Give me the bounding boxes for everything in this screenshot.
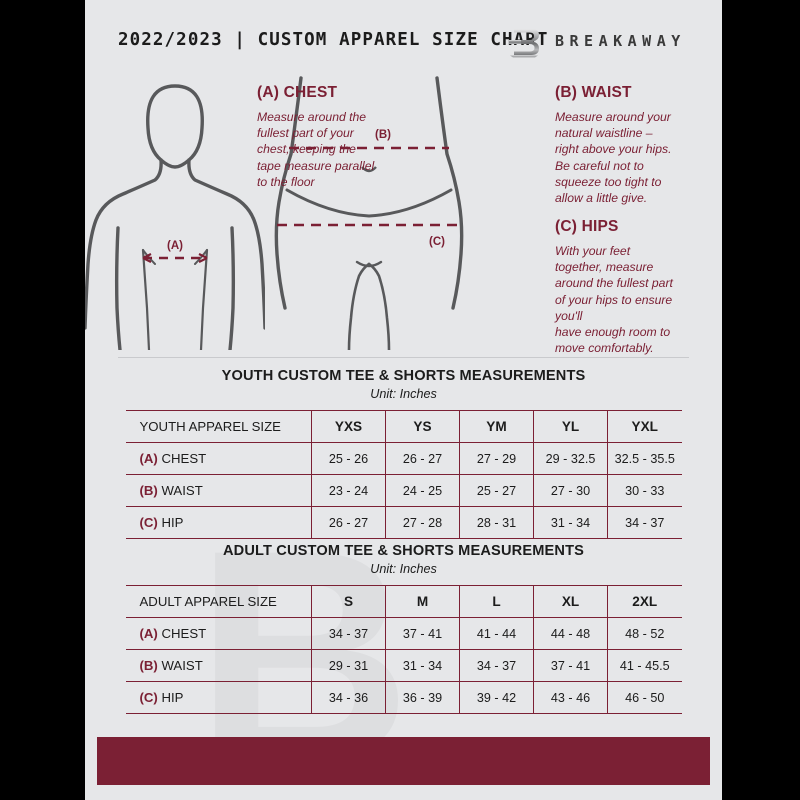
adult-size-table: ADULT APPAREL SIZE S M L XL 2XL (A) CHEST 34 -… bbox=[125, 585, 682, 714]
size-chart-page: B 2022/2023 | CUSTOM APPAREL SIZE CHART … bbox=[85, 0, 722, 800]
column-header-yxl: YXL bbox=[607, 410, 682, 443]
cell-hip-xl: 43 - 46 bbox=[533, 681, 608, 714]
row-tag: (C) bbox=[139, 515, 158, 530]
youth-apparel-size-header: YOUTH APPAREL SIZE bbox=[125, 410, 312, 443]
table-row: (C) HIP 34 - 36 36 - 39 39 - 42 43 - 46 46 - … bbox=[125, 681, 682, 714]
measurement-illustrations: (A) (B) (C) bbox=[85, 68, 722, 355]
youth-section-unit: Unit: Inches bbox=[370, 387, 437, 401]
youth-size-table: YOUTH APPAREL SIZE YXS YS YM YL YXL (A) CHEST… bbox=[125, 410, 682, 539]
cell-chest-m: 37 - 41 bbox=[385, 617, 460, 650]
cell-waist-s: 29 - 31 bbox=[311, 649, 386, 682]
lower-body-figure: (B) (C) bbox=[275, 76, 464, 352]
waist-measure-label: (B) bbox=[375, 129, 391, 141]
cell-waist-xl: 37 - 41 bbox=[533, 649, 608, 682]
section-divider bbox=[118, 357, 689, 358]
page-title: 2022/2023 | CUSTOM APPAREL SIZE CHART bbox=[118, 30, 549, 50]
cell-chest-ys: 26 - 27 bbox=[385, 442, 460, 475]
table-row: (A) CHEST 34 - 37 37 - 41 41 - 44 44 - 48 48 … bbox=[125, 617, 682, 650]
column-header-yl: YL bbox=[533, 410, 608, 443]
cell-chest-yxs: 25 - 26 bbox=[311, 442, 386, 475]
hips-measure-label: (C) bbox=[429, 236, 445, 248]
cell-hip-l: 39 - 42 bbox=[459, 681, 534, 714]
row-label-chest: (A) CHEST bbox=[125, 442, 312, 475]
row-label-hip: (C) HIP bbox=[125, 681, 312, 714]
cell-waist-2xl: 41 - 45.5 bbox=[607, 649, 682, 682]
row-label-waist: (B) WAIST bbox=[125, 474, 312, 507]
cell-waist-ys: 24 - 25 bbox=[385, 474, 460, 507]
row-tag: (A) bbox=[139, 626, 158, 641]
brand-wordmark: BREAKAWAY bbox=[555, 32, 686, 50]
column-header-l: L bbox=[459, 585, 534, 618]
breakaway-b-monogram-icon bbox=[509, 29, 539, 58]
chest-annotation: (A) CHEST Measure around the fullest par… bbox=[257, 84, 447, 190]
cell-waist-ym: 25 - 27 bbox=[459, 474, 534, 507]
navel-mark bbox=[361, 166, 378, 173]
cell-hip-yl: 31 - 34 bbox=[533, 506, 608, 539]
column-header-s: S bbox=[311, 585, 386, 618]
adult-section-unit: Unit: Inches bbox=[370, 562, 437, 576]
column-header-ym: YM bbox=[459, 410, 534, 443]
cell-chest-2xl: 48 - 52 bbox=[607, 617, 682, 650]
cell-waist-yl: 27 - 30 bbox=[533, 474, 608, 507]
table-row: (C) HIP 26 - 27 27 - 28 28 - 31 31 - 34 34 - … bbox=[125, 506, 682, 539]
cell-waist-m: 31 - 34 bbox=[385, 649, 460, 682]
adult-apparel-size-header: ADULT APPAREL SIZE bbox=[125, 585, 312, 618]
column-header-m: M bbox=[385, 585, 460, 618]
row-tag: (A) bbox=[139, 451, 158, 466]
table-header-row: YOUTH APPAREL SIZE YXS YS YM YL YXL bbox=[125, 410, 682, 443]
cell-hip-m: 36 - 39 bbox=[385, 681, 460, 714]
cell-chest-yxl: 32.5 - 35.5 bbox=[607, 442, 682, 475]
row-tag: (C) bbox=[139, 690, 158, 705]
waist-annotation: (B) WAIST Measure around your natural wa… bbox=[555, 84, 715, 206]
row-label-hip: (C) HIP bbox=[125, 506, 312, 539]
cell-chest-l: 41 - 44 bbox=[459, 617, 534, 650]
hips-annotation-body: With your feet together, measure around … bbox=[555, 244, 673, 356]
cell-chest-ym: 27 - 29 bbox=[459, 442, 534, 475]
table-header-row: ADULT APPAREL SIZE S M L XL 2XL bbox=[125, 585, 682, 618]
table-row: (B) WAIST 23 - 24 24 - 25 25 - 27 27 - 30 30 … bbox=[125, 474, 682, 507]
column-header-2xl: 2XL bbox=[607, 585, 682, 618]
adult-section-title: ADULT CUSTOM TEE & SHORTS MEASUREMENTS bbox=[222, 543, 585, 559]
cell-chest-xl: 44 - 48 bbox=[533, 617, 608, 650]
cell-hip-yxs: 26 - 27 bbox=[311, 506, 386, 539]
cell-waist-yxs: 23 - 24 bbox=[311, 474, 386, 507]
cell-hip-ym: 28 - 31 bbox=[459, 506, 534, 539]
row-label-chest: (A) CHEST bbox=[125, 617, 312, 650]
cell-hip-s: 34 - 36 bbox=[311, 681, 386, 714]
cell-hip-ys: 27 - 28 bbox=[385, 506, 460, 539]
youth-size-section: YOUTH CUSTOM TEE & SHORTS MEASUREMENTS U… bbox=[85, 368, 722, 539]
cell-waist-l: 34 - 37 bbox=[459, 649, 534, 682]
cell-chest-yl: 29 - 32.5 bbox=[533, 442, 608, 475]
youth-section-title: YOUTH CUSTOM TEE & SHORTS MEASUREMENTS bbox=[221, 368, 586, 384]
cell-hip-2xl: 46 - 50 bbox=[607, 681, 682, 714]
column-header-yxs: YXS bbox=[311, 410, 386, 443]
upper-body-figure: (A) bbox=[85, 84, 267, 352]
row-label-waist: (B) WAIST bbox=[125, 649, 312, 682]
adult-size-section: ADULT CUSTOM TEE & SHORTS MEASUREMENTS U… bbox=[85, 543, 722, 714]
page-header: 2022/2023 | CUSTOM APPAREL SIZE CHART BR… bbox=[85, 0, 722, 70]
row-tag: (B) bbox=[139, 658, 158, 673]
row-tag: (B) bbox=[139, 483, 158, 498]
hips-annotation-title: (C) HIPS bbox=[555, 218, 619, 235]
table-row: (A) CHEST 25 - 26 26 - 27 27 - 29 29 - 32.5 3… bbox=[125, 442, 682, 475]
footer-bar bbox=[97, 737, 710, 785]
waist-annotation-title: (B) WAIST bbox=[555, 84, 632, 101]
hips-annotation: (C) HIPS With your feet together, measur… bbox=[555, 218, 715, 356]
chest-annotation-body: Measure around the fullest part of your … bbox=[257, 110, 375, 189]
cell-waist-yxl: 30 - 33 bbox=[607, 474, 682, 507]
chest-measure-label: (A) bbox=[167, 240, 183, 252]
table-row: (B) WAIST 29 - 31 31 - 34 34 - 37 37 - 41 41 … bbox=[125, 649, 682, 682]
cell-hip-yxl: 34 - 37 bbox=[607, 506, 682, 539]
cell-chest-s: 34 - 37 bbox=[311, 617, 386, 650]
column-header-ys: YS bbox=[385, 410, 460, 443]
column-header-xl: XL bbox=[533, 585, 608, 618]
chest-annotation-title: (A) CHEST bbox=[257, 84, 338, 101]
waist-annotation-body: Measure around your natural waistline – … bbox=[555, 110, 672, 206]
